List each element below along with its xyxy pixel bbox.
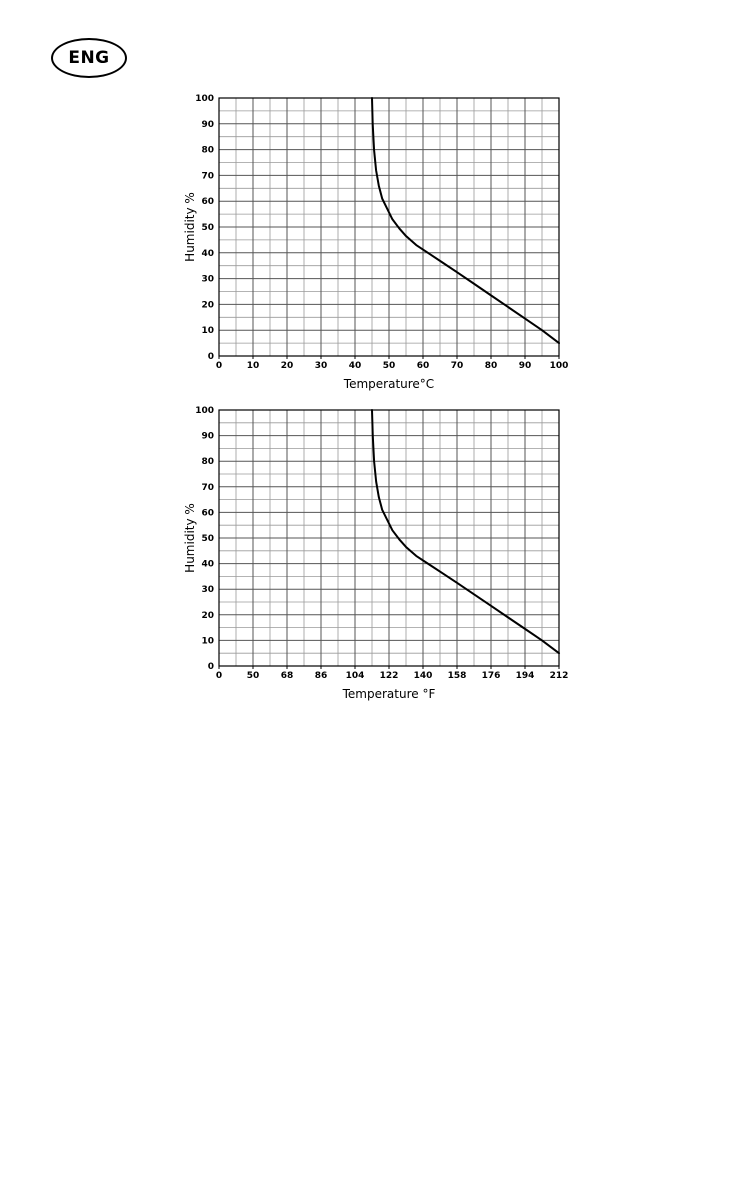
fahrenheit-x-tick-label: 86	[315, 671, 328, 681]
celsius-x-tick-label: 30	[315, 361, 328, 371]
fahrenheit-y-tick-label: 70	[201, 483, 214, 493]
fahrenheit-y-tick-label: 30	[201, 585, 214, 595]
celsius-x-tick-label: 90	[519, 361, 532, 371]
fahrenheit-y-tick-label: 90	[201, 432, 214, 442]
celsius-y-tick-label: 0	[208, 352, 214, 362]
celsius-y-tick-label: 100	[195, 94, 214, 104]
celsius-x-tick-label: 20	[281, 361, 294, 371]
celsius-x-tick-label: 50	[383, 361, 396, 371]
fahrenheit-y-axis-title: Humidity %	[183, 503, 197, 573]
celsius-y-tick-label: 80	[201, 146, 214, 156]
fahrenheit-x-tick-label: 122	[380, 671, 399, 681]
celsius-x-tick-label: 80	[485, 361, 498, 371]
fahrenheit-y-tick-label: 100	[195, 406, 214, 416]
language-badge: ENG	[51, 38, 127, 78]
celsius-y-tick-label: 50	[201, 223, 214, 233]
fahrenheit-y-tick-label: 0	[208, 662, 214, 672]
fahrenheit-y-tick-label: 20	[201, 611, 214, 621]
fahrenheit-y-tick-label: 80	[201, 457, 214, 467]
celsius-y-tick-label: 30	[201, 275, 214, 285]
fahrenheit-x-tick-label: 176	[482, 671, 501, 681]
celsius-y-tick-label: 70	[201, 171, 214, 181]
fahrenheit-y-tick-label: 10	[201, 636, 214, 646]
fahrenheit-humidity-curve	[371, 409, 560, 655]
fahrenheit-y-tick-label: 40	[201, 560, 214, 570]
fahrenheit-x-tick-label: 50	[247, 671, 260, 681]
fahrenheit-x-tick-label: 212	[550, 671, 569, 681]
celsius-y-tick-label: 40	[201, 249, 214, 259]
celsius-x-tick-label: 100	[550, 361, 569, 371]
fahrenheit-x-tick-label: 158	[448, 671, 467, 681]
fahrenheit-x-tick-label: 194	[516, 671, 535, 681]
celsius-y-tick-label: 10	[201, 326, 214, 336]
fahrenheit-x-axis-title: Temperature °F	[342, 687, 436, 701]
humidity-temperature-fahrenheit-chart: 0 50 68 86 104 122 140 158 176 194 212 0 10 20 30 40 50 6…	[183, 406, 569, 701]
celsius-x-tick-label: 10	[247, 361, 260, 371]
celsius-humidity-curve	[371, 97, 560, 345]
celsius-y-tick-label: 60	[201, 197, 214, 207]
celsius-y-tick-label: 90	[201, 120, 214, 130]
celsius-y-axis-title: Humidity %	[183, 192, 197, 262]
fahrenheit-x-tick-label: 140	[414, 671, 433, 681]
celsius-x-tick-label: 60	[417, 361, 430, 371]
fahrenheit-y-tick-label: 60	[201, 508, 214, 518]
celsius-x-tick-label: 0	[216, 361, 222, 371]
fahrenheit-y-tick-label: 50	[201, 534, 214, 544]
celsius-x-axis-title: Temperature°C	[343, 377, 434, 391]
fahrenheit-x-tick-label: 0	[216, 671, 222, 681]
fahrenheit-x-tick-label: 104	[346, 671, 365, 681]
celsius-x-tick-label: 70	[451, 361, 464, 371]
fahrenheit-x-tick-label: 68	[281, 671, 294, 681]
celsius-x-tick-label: 40	[349, 361, 362, 371]
celsius-y-tick-label: 20	[201, 300, 214, 310]
humidity-temperature-celsius-chart: 0 10 20 30 40 50 60 70 80 90 100 0 10 20 30 40 50 60 70 80 9…	[183, 94, 569, 391]
